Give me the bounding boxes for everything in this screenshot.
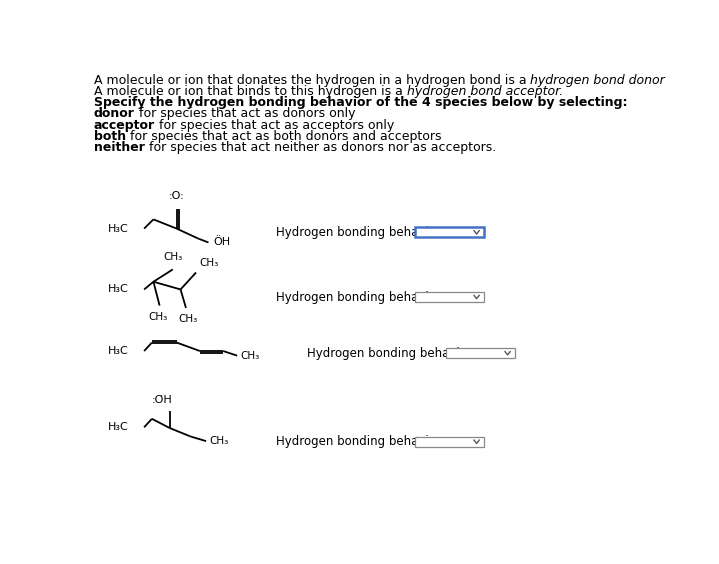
Text: for species that act as both donors and acceptors: for species that act as both donors and …: [126, 130, 441, 143]
Text: CH₃: CH₃: [148, 312, 168, 322]
Text: both: both: [93, 130, 126, 143]
Text: CH₃: CH₃: [163, 253, 183, 262]
Text: for species that act as donors only: for species that act as donors only: [134, 107, 355, 120]
Text: hydrogen bond donor: hydrogen bond donor: [531, 74, 665, 87]
Text: Hydrogen bonding behavior: Hydrogen bonding behavior: [276, 226, 441, 239]
Text: acceptor: acceptor: [93, 118, 155, 131]
Text: for species that act as acceptors only: for species that act as acceptors only: [155, 118, 394, 131]
Text: CH₃: CH₃: [178, 314, 197, 324]
Text: for species that act neither as donors nor as acceptors.: for species that act neither as donors n…: [145, 141, 496, 154]
Text: Hydrogen bonding behavior: Hydrogen bonding behavior: [276, 290, 441, 303]
Text: donor: donor: [93, 107, 134, 120]
Text: H₃C: H₃C: [108, 422, 129, 432]
Bar: [416, 437, 484, 447]
Text: A molecule or ion that binds to this hydrogen is a: A molecule or ion that binds to this hyd…: [93, 85, 407, 98]
Text: Hydrogen bonding behavior: Hydrogen bonding behavior: [276, 435, 441, 448]
Text: H₃C: H₃C: [108, 284, 129, 294]
Text: H₃C: H₃C: [108, 346, 129, 356]
Text: :ÖH: :ÖH: [152, 395, 173, 405]
Text: neither: neither: [93, 141, 145, 154]
Text: hydrogen bond acceptor.: hydrogen bond acceptor.: [407, 85, 563, 98]
Bar: [416, 292, 484, 302]
Text: Specify the hydrogen bonding behavior of the 4 species below by selecting:: Specify the hydrogen bonding behavior of…: [93, 96, 627, 109]
Text: CH₃: CH₃: [199, 258, 219, 268]
Text: ÖH: ÖH: [213, 237, 230, 248]
Text: A molecule or ion that donates the hydrogen in a hydrogen bond is a: A molecule or ion that donates the hydro…: [93, 74, 531, 87]
Bar: [446, 349, 515, 358]
Text: CH₃: CH₃: [240, 351, 260, 360]
Text: H₃C: H₃C: [108, 223, 129, 233]
Text: :O:: :O:: [169, 191, 185, 201]
Bar: [416, 227, 484, 237]
Text: Hydrogen bonding behavior: Hydrogen bonding behavior: [307, 347, 472, 360]
Text: CH₃: CH₃: [209, 436, 229, 446]
